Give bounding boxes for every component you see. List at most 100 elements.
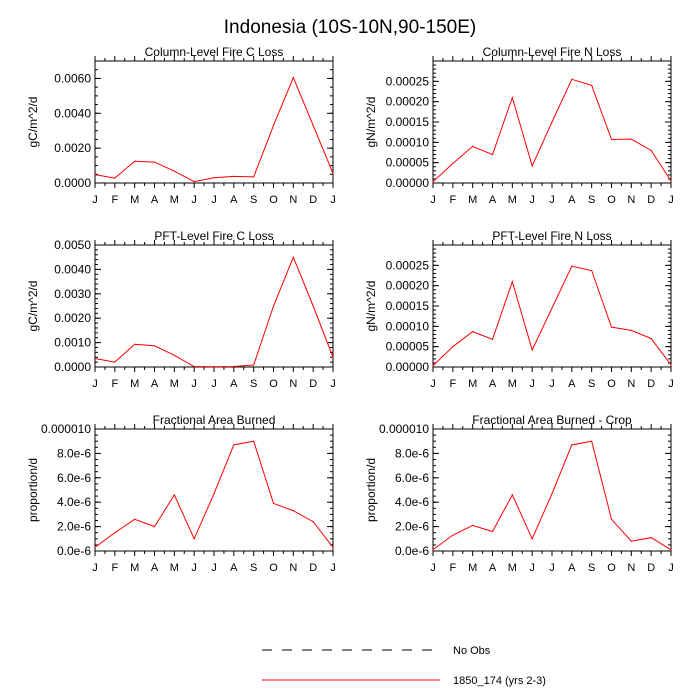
legend: No Obs 1850_174 (yrs 2-3) — [262, 645, 546, 687]
series-line — [432, 78, 672, 183]
x-tick-label: S — [588, 194, 595, 206]
y-axis-label: gC/m^2/d — [26, 97, 40, 148]
x-tick-label: D — [309, 194, 317, 206]
data-point — [432, 549, 434, 551]
panel-title: PFT-Level Fire C Loss — [154, 229, 273, 243]
x-tick-label: J — [330, 378, 336, 390]
data-point — [531, 165, 533, 167]
data-point — [491, 338, 494, 340]
data-point — [114, 361, 116, 363]
y-tick-label: 0.0050 — [54, 238, 91, 252]
data-point — [571, 78, 573, 80]
data-point — [650, 149, 652, 152]
data-point — [571, 444, 573, 446]
x-tick-label: F — [449, 562, 456, 574]
y-tick-label: 6.0e-6 — [57, 471, 91, 485]
x-tick-label: J — [191, 562, 197, 574]
data-point — [670, 549, 672, 551]
data-point — [650, 536, 652, 539]
x-tick-label: S — [250, 378, 257, 390]
x-tick-label: J — [549, 194, 555, 206]
data-point — [531, 349, 533, 351]
x-tick-label: A — [568, 194, 576, 206]
plot-frame — [94, 428, 334, 552]
y-tick-label: 0.00020 — [386, 95, 430, 109]
x-tick-label: J — [211, 378, 217, 390]
y-tick-label: 0.000010 — [41, 422, 91, 436]
series-line — [432, 440, 672, 551]
data-point — [253, 364, 255, 366]
x-tick-label: J — [529, 194, 535, 206]
data-point — [134, 343, 136, 345]
x-tick-label: A — [568, 378, 576, 390]
x-tick-label: A — [230, 562, 238, 574]
x-tick-label: J — [430, 378, 436, 390]
x-tick-label: A — [230, 378, 238, 390]
data-point — [312, 521, 314, 523]
data-point — [610, 518, 613, 520]
data-point — [153, 526, 156, 528]
y-tick-label: 4.0e-6 — [57, 495, 91, 509]
x-tick-label: M — [130, 378, 139, 390]
data-point — [630, 329, 632, 331]
data-point — [233, 365, 235, 368]
x-tick-label: M — [130, 562, 139, 574]
data-point — [472, 524, 474, 526]
figure-title: Indonesia (10S-10N,90-150E) — [224, 17, 476, 38]
data-point — [292, 256, 294, 258]
data-point — [213, 493, 215, 495]
x-tick-label: J — [92, 378, 98, 390]
data-point — [114, 177, 116, 179]
y-tick-label: 0.00010 — [386, 135, 430, 149]
y-tick-label: 0.00005 — [386, 156, 430, 170]
y-tick-label: 0.00015 — [386, 115, 430, 129]
x-tick-label: N — [289, 378, 297, 390]
x-tick-label: J — [191, 194, 197, 206]
series-line — [94, 255, 334, 368]
x-tick-label: S — [250, 562, 257, 574]
plot-frame — [432, 244, 672, 368]
x-tick-label: F — [449, 194, 456, 206]
data-point — [610, 138, 613, 141]
y-tick-label: 0.0010 — [54, 336, 91, 350]
x-tick-label: M — [508, 378, 517, 390]
chart-panel-3: PFT-Level Fire C Loss gC/m^2/d 0.0000 0.001… — [26, 229, 336, 390]
data-point — [94, 357, 96, 360]
y-tick-label: 0.00010 — [386, 319, 430, 333]
data-point — [134, 160, 136, 162]
x-tick-label: M — [508, 194, 517, 206]
data-point — [511, 281, 513, 283]
x-tick-label: J — [330, 562, 336, 574]
data-point — [233, 444, 235, 446]
data-point — [591, 270, 593, 272]
data-point — [272, 305, 275, 307]
data-point — [153, 161, 156, 163]
x-tick-label: J — [549, 562, 555, 574]
x-tick-label: O — [269, 562, 278, 574]
y-tick-label: 0.00025 — [386, 258, 430, 272]
x-tick-label: O — [269, 194, 278, 206]
data-point — [650, 337, 652, 340]
data-point — [551, 493, 553, 495]
x-tick-label: D — [309, 562, 317, 574]
x-tick-label: O — [607, 378, 616, 390]
chart-panel-2: Column-Level Fire N Loss gN/m^2/d 0.00000 0… — [364, 45, 674, 206]
panel-title: PFT-Level Fire N Loss — [492, 229, 611, 243]
data-point — [630, 540, 632, 542]
data-point — [670, 180, 672, 182]
y-axis-label: proportion/d — [364, 458, 378, 522]
data-point — [452, 162, 454, 165]
x-tick-label: M — [170, 378, 179, 390]
x-tick-label: N — [627, 562, 635, 574]
x-tick-label: J — [668, 194, 674, 206]
y-tick-label: 0.00015 — [386, 299, 430, 313]
data-point — [531, 538, 533, 540]
data-point — [452, 534, 454, 536]
x-tick-label: F — [449, 378, 456, 390]
x-tick-label: J — [211, 194, 217, 206]
data-point — [292, 510, 294, 512]
x-tick-label: F — [111, 562, 118, 574]
legend-label-model: 1850_174 (yrs 2-3) — [453, 675, 546, 687]
y-tick-label: 0.000010 — [379, 422, 429, 436]
data-point — [571, 265, 573, 267]
